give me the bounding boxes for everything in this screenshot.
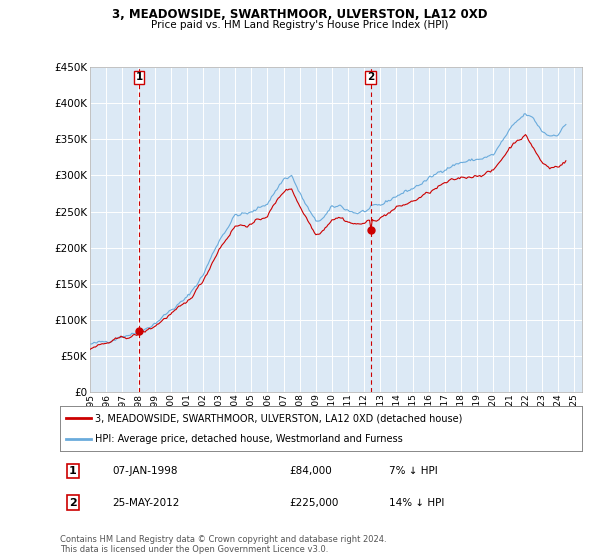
Text: 14% ↓ HPI: 14% ↓ HPI (389, 498, 444, 508)
Text: 2: 2 (367, 72, 374, 82)
Text: £84,000: £84,000 (290, 466, 332, 476)
Text: HPI: Average price, detached house, Westmorland and Furness: HPI: Average price, detached house, West… (95, 433, 403, 444)
Text: 1: 1 (136, 72, 143, 82)
Text: Price paid vs. HM Land Registry's House Price Index (HPI): Price paid vs. HM Land Registry's House … (151, 20, 449, 30)
Text: 3, MEADOWSIDE, SWARTHMOOR, ULVERSTON, LA12 0XD: 3, MEADOWSIDE, SWARTHMOOR, ULVERSTON, LA… (112, 8, 488, 21)
Text: 7% ↓ HPI: 7% ↓ HPI (389, 466, 437, 476)
Text: £225,000: £225,000 (290, 498, 339, 508)
Text: 25-MAY-2012: 25-MAY-2012 (112, 498, 179, 508)
Text: Contains HM Land Registry data © Crown copyright and database right 2024.
This d: Contains HM Land Registry data © Crown c… (60, 535, 386, 554)
Text: 1: 1 (69, 466, 77, 476)
Text: 2: 2 (69, 498, 77, 508)
Text: 07-JAN-1998: 07-JAN-1998 (112, 466, 178, 476)
Text: 3, MEADOWSIDE, SWARTHMOOR, ULVERSTON, LA12 0XD (detached house): 3, MEADOWSIDE, SWARTHMOOR, ULVERSTON, LA… (95, 413, 463, 423)
